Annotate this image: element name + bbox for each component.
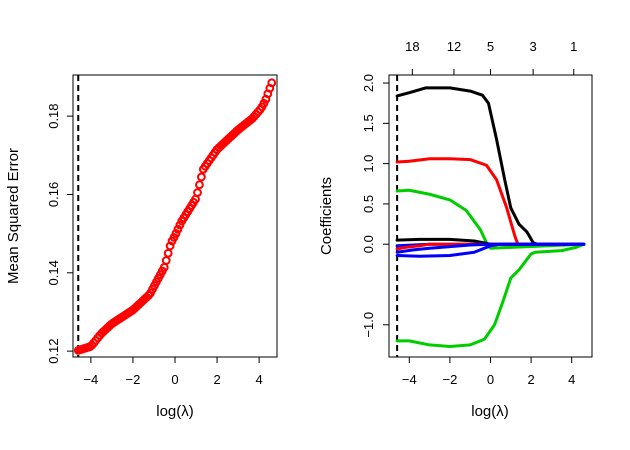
coefficient-x-tick-label: −2 [442,372,457,387]
coefficient-y-tick-label: 0.0 [361,235,376,253]
mse-y-tick-label: 0.12 [46,338,61,363]
mse-x-tick-label: −4 [83,372,98,387]
coefficient-path [395,242,586,254]
mse-x-axis-title: log(λ) [156,403,194,420]
coefficient-top-tick-label: 3 [530,39,537,54]
mse-point [195,180,204,190]
coefficient-x-tick-label: −4 [402,372,417,387]
coefficient-x-axis-title: log(λ) [471,403,509,420]
coefficient-panel: −4 −2 0 2 4 −1.0 0.0 0.5 1.0 1.5 2.0 18 12 5 3 1 log(… [318,39,593,420]
mse-y-axis-title: Mean Squared Error [5,148,22,284]
mse-points [73,78,277,355]
mse-x-tick-label: 0 [171,372,178,387]
coefficient-top-tick-label: 18 [405,39,419,54]
mse-point [173,224,183,234]
coefficient-top-tick-label: 1 [570,39,577,54]
coefficient-y-axis: −1.0 0.0 0.5 1.0 1.5 2.0 [361,74,389,338]
coefficient-y-tick-label: 1.5 [361,114,376,132]
coefficient-paths [395,86,586,349]
mse-point [171,229,181,238]
mse-y-tick-label: 0.14 [46,260,61,285]
coefficient-x-tick-label: 0 [487,372,494,387]
mse-x-tick-label: 4 [256,372,263,387]
mse-point [165,241,175,251]
coefficient-path [395,157,586,246]
mse-panel: −4 −2 0 2 4 0.12 0.14 0.16 0.18 log(λ) Mean Squ… [5,74,278,420]
mse-point [267,78,277,88]
mse-x-tick-label: −2 [126,372,141,387]
mse-y-tick-label: 0.18 [46,103,61,128]
coefficient-x-axis: −4 −2 0 2 4 [402,357,575,387]
mse-x-tick-label: 2 [213,372,220,387]
mse-y-tick-label: 0.16 [46,182,61,207]
coefficient-x-tick-label: 2 [527,372,534,387]
coefficient-y-tick-label: 1.0 [361,155,376,173]
coefficient-y-tick-label: 2.0 [361,74,376,92]
coefficient-path [395,242,586,349]
coefficient-y-axis-title: Coefficients [318,177,335,255]
coefficient-top-tick-label: 12 [447,39,461,54]
coefficient-top-axis: 18 12 5 3 1 [405,39,577,75]
mse-x-axis: −4 −2 0 2 4 [83,357,263,387]
coefficient-x-tick-label: 4 [568,372,575,387]
coefficient-top-tick-label: 5 [487,39,494,54]
mse-point [193,188,202,198]
coefficient-y-tick-label: −1.0 [361,312,376,338]
coefficient-path [395,86,586,246]
coefficient-y-tick-label: 0.5 [361,195,376,213]
mse-y-axis: 0.12 0.14 0.16 0.18 [46,103,73,364]
mse-point [196,172,206,182]
